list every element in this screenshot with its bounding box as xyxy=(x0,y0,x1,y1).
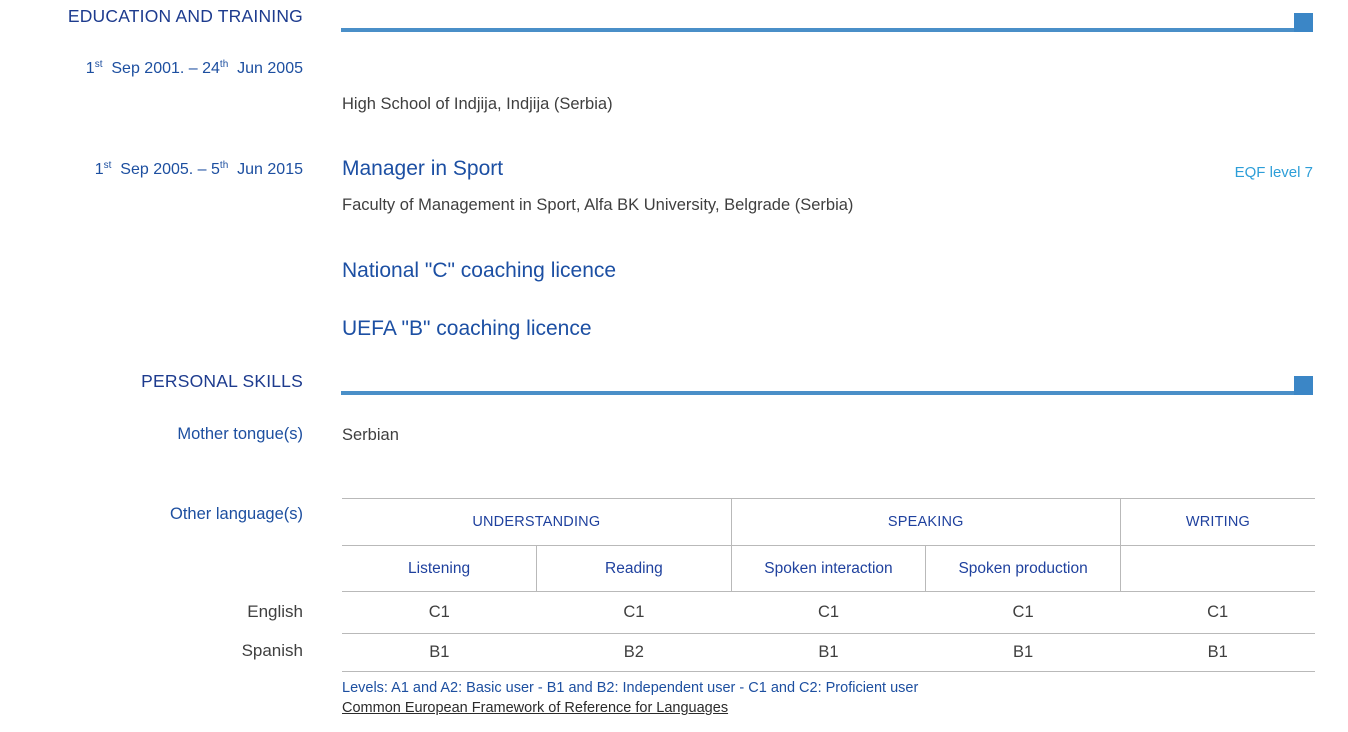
date-superscript: th xyxy=(219,59,229,70)
level-cell: C1 xyxy=(925,591,1121,634)
table-subheader-spoken-production: Spoken production xyxy=(925,545,1121,592)
level-cell: B1 xyxy=(925,633,1121,672)
date-part: 1 xyxy=(85,60,95,77)
table-group-header-row: UNDERSTANDING SPEAKING WRITING xyxy=(342,498,1315,546)
date-part: Sep 2001. – 24 xyxy=(102,60,220,77)
level-cell: C1 xyxy=(731,591,926,634)
table-subheader-reading: Reading xyxy=(536,545,732,592)
table-subheader-writing-empty xyxy=(1119,545,1315,592)
date-part: 1 xyxy=(94,161,104,178)
divider-end-square xyxy=(1294,13,1313,32)
mother-tongue-value: Serbian xyxy=(342,426,399,444)
language-row-label-english: English xyxy=(247,602,303,621)
table-header-understanding: UNDERSTANDING xyxy=(342,498,732,546)
level-cell: B1 xyxy=(1120,633,1315,672)
personal-skills-section-divider xyxy=(341,376,1313,395)
personal-skills-section-title: PERSONAL SKILLS xyxy=(141,371,303,391)
table-row-spanish: B1 B2 B1 B1 B1 xyxy=(342,633,1315,672)
divider-end-square xyxy=(1294,376,1313,395)
mother-tongue-label: Mother tongue(s) xyxy=(177,425,303,443)
language-skills-table: UNDERSTANDING SPEAKING WRITING Listening… xyxy=(342,498,1315,672)
education-section-divider xyxy=(341,13,1313,32)
language-row-label-spanish: Spanish xyxy=(241,641,303,660)
cefr-reference-link[interactable]: Common European Framework of Reference f… xyxy=(342,700,729,716)
education-entry2-organisation: Faculty of Management in Sport, Alfa BK … xyxy=(342,196,854,214)
level-cell: C1 xyxy=(342,591,537,634)
level-cell: C1 xyxy=(1120,591,1315,634)
table-row-english: C1 C1 C1 C1 C1 xyxy=(342,591,1315,634)
education-entry2-date: 1st Sep 2005. – 5th Jun 2015 xyxy=(0,161,303,179)
education-section-title: EDUCATION AND TRAINING xyxy=(67,6,303,26)
date-part: Jun 2015 xyxy=(228,161,303,178)
date-superscript: st xyxy=(94,59,103,70)
date-superscript: st xyxy=(103,160,112,171)
education-entry1-date: 1st Sep 2001. – 24th Jun 2005 xyxy=(0,60,303,78)
level-cell: B1 xyxy=(342,633,537,672)
date-part: Sep 2005. – 5 xyxy=(111,161,220,178)
education-licence-uefa-b: UEFA "B" coaching licence xyxy=(342,317,592,340)
table-subheader-row: Listening Reading Spoken interaction Spo… xyxy=(342,545,1315,592)
level-cell: C1 xyxy=(536,591,732,634)
other-languages-label: Other language(s) xyxy=(170,505,303,523)
education-entry2-degree-title: Manager in Sport xyxy=(342,157,504,180)
level-cell: B1 xyxy=(731,633,926,672)
date-superscript: th xyxy=(219,160,229,171)
level-cell: B2 xyxy=(536,633,732,672)
education-entry1-organisation: High School of Indjija, Indjija (Serbia) xyxy=(342,95,613,113)
table-header-speaking: SPEAKING xyxy=(730,498,1121,546)
eqf-level-badge: EQF level 7 xyxy=(1234,164,1313,181)
table-subheader-listening: Listening xyxy=(342,545,537,592)
education-licence-national-c: National "C" coaching licence xyxy=(342,259,617,282)
table-subheader-spoken-interaction: Spoken interaction xyxy=(730,545,926,592)
cefr-levels-note: Levels: A1 and A2: Basic user - B1 and B… xyxy=(342,680,919,696)
date-part: Jun 2005 xyxy=(228,60,303,77)
table-header-writing: WRITING xyxy=(1119,498,1315,546)
